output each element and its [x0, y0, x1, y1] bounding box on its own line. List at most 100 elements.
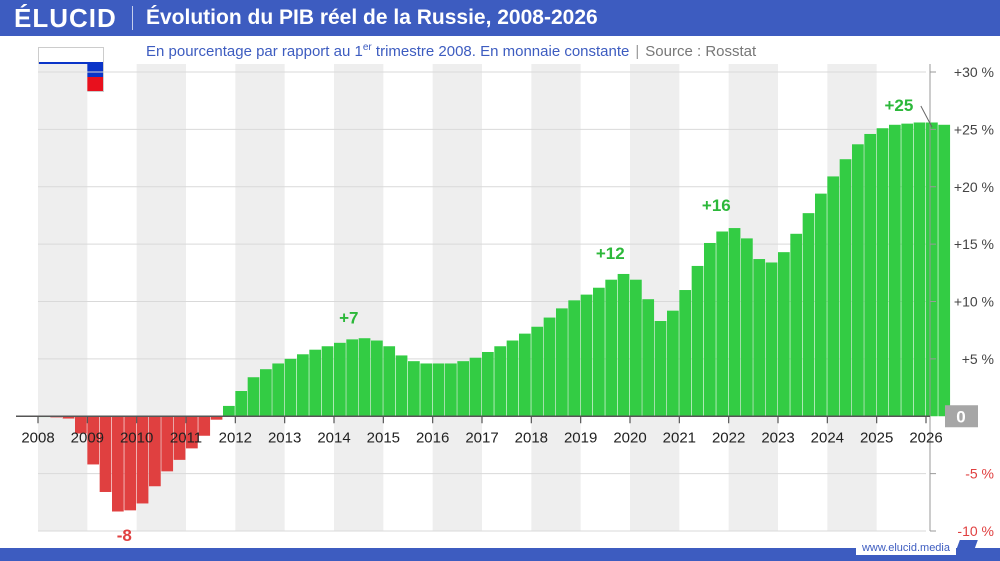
- bar: [75, 416, 87, 434]
- bar: [728, 228, 741, 417]
- bar: [408, 361, 420, 417]
- x-tick-label: 2016: [416, 429, 449, 446]
- axes: +30 % +25 % +20 % +15 % +10 % +5 % 0 -5 % -10 % 2…: [16, 64, 994, 539]
- x-tick-label: 2014: [317, 429, 350, 446]
- bars: [38, 122, 951, 512]
- bar: [395, 355, 408, 417]
- bar: [901, 123, 914, 417]
- bar: [926, 122, 938, 417]
- year-band-2018: [531, 64, 581, 531]
- bar: [506, 340, 519, 417]
- flag-stripe-white: [39, 48, 103, 63]
- bar: [260, 369, 272, 417]
- bar: [136, 416, 149, 504]
- annotation-label: +7: [339, 308, 358, 327]
- chart-title: Évolution du PIB réel de la Russie, 2008…: [146, 6, 598, 29]
- footer-url-link[interactable]: www.elucid.media: [855, 541, 956, 555]
- bar: [556, 308, 568, 417]
- bar: [494, 346, 507, 417]
- bar: [272, 363, 285, 417]
- bar: [235, 391, 248, 417]
- bar: [580, 294, 593, 417]
- y-tick-label: +5 %: [962, 351, 994, 367]
- x-tick-label: 2023: [761, 429, 794, 446]
- bar: [531, 326, 544, 417]
- subtitle-text: En pourcentage par rapport au 1: [146, 43, 363, 60]
- bar: [753, 259, 766, 417]
- bar: [62, 416, 75, 419]
- annotation-label: +25: [884, 96, 913, 115]
- x-tick-label: 2010: [120, 429, 153, 446]
- bar: [247, 377, 260, 417]
- y-tick-label: +15 %: [954, 236, 994, 252]
- x-tick-label: 2020: [613, 429, 646, 446]
- bar: [913, 122, 926, 417]
- bar: [457, 361, 470, 417]
- footer-bar: [0, 548, 1000, 561]
- bar: [99, 416, 112, 492]
- bar: [839, 159, 852, 417]
- annotation-label: +12: [596, 244, 625, 263]
- bar: [173, 416, 186, 460]
- bar: [383, 346, 396, 417]
- chart-subtitle: En pourcentage par rapport au 1er trimes…: [146, 38, 756, 62]
- y-tick-label: +30 %: [954, 64, 994, 80]
- bar: [704, 242, 716, 417]
- subtitle-separator: |: [635, 43, 640, 60]
- x-tick-label: 2013: [268, 429, 301, 446]
- year-band-2014: [334, 64, 384, 531]
- annotations: -8 +7 +12 +16 +25: [117, 96, 933, 545]
- bar: [654, 321, 667, 417]
- bar: [605, 279, 618, 417]
- bar: [543, 317, 556, 417]
- bar: [617, 273, 630, 417]
- bar: [593, 287, 605, 417]
- gridlines: [38, 71, 926, 532]
- bar: [297, 354, 309, 417]
- bar: [445, 363, 457, 417]
- bar: [642, 299, 655, 417]
- x-tick-label: 2022: [712, 429, 745, 446]
- bar: [778, 252, 790, 417]
- x-tick-label: 2019: [564, 429, 597, 446]
- x-tick-label: 2015: [367, 429, 400, 446]
- annotation-label: -8: [117, 526, 132, 545]
- bar: [371, 340, 383, 417]
- zero-label-box: [945, 405, 978, 428]
- x-tick-label: 2008: [21, 429, 54, 446]
- bar: [198, 416, 211, 436]
- bar: [358, 338, 371, 417]
- bar: [876, 128, 889, 417]
- bar: [827, 176, 840, 417]
- x-tick-label: 2017: [465, 429, 498, 446]
- brand-logo[interactable]: ÉLUCID: [14, 3, 117, 33]
- year-band-2016: [432, 64, 482, 531]
- bar: [802, 213, 815, 417]
- bar: [815, 193, 827, 417]
- bar: [519, 333, 531, 417]
- bar: [938, 124, 951, 417]
- bar: [790, 233, 803, 417]
- bar: [210, 416, 223, 420]
- header-divider: [132, 6, 133, 30]
- bar: [284, 358, 297, 417]
- bar: [124, 416, 137, 511]
- bar: [309, 349, 322, 417]
- year-shading: [38, 64, 877, 531]
- x-tick-label: 2012: [219, 429, 252, 446]
- bar: [334, 342, 346, 417]
- x-tick-label: 2011: [170, 429, 202, 446]
- y-tick-label: -5 %: [965, 466, 994, 482]
- y-tick-label: +20 %: [954, 179, 994, 195]
- y-tick-label: -10 %: [957, 523, 994, 539]
- bar: [630, 279, 642, 417]
- bar: [321, 346, 334, 417]
- bar: [161, 416, 174, 472]
- subtitle-text-continued: trimestre 2008. En monnaie constante: [371, 43, 630, 60]
- bar: [716, 231, 729, 417]
- x-tick-label: 2026: [909, 429, 942, 446]
- header-bar: [0, 0, 1000, 36]
- y-tick-label: +10 %: [954, 294, 994, 310]
- bar: [112, 416, 124, 512]
